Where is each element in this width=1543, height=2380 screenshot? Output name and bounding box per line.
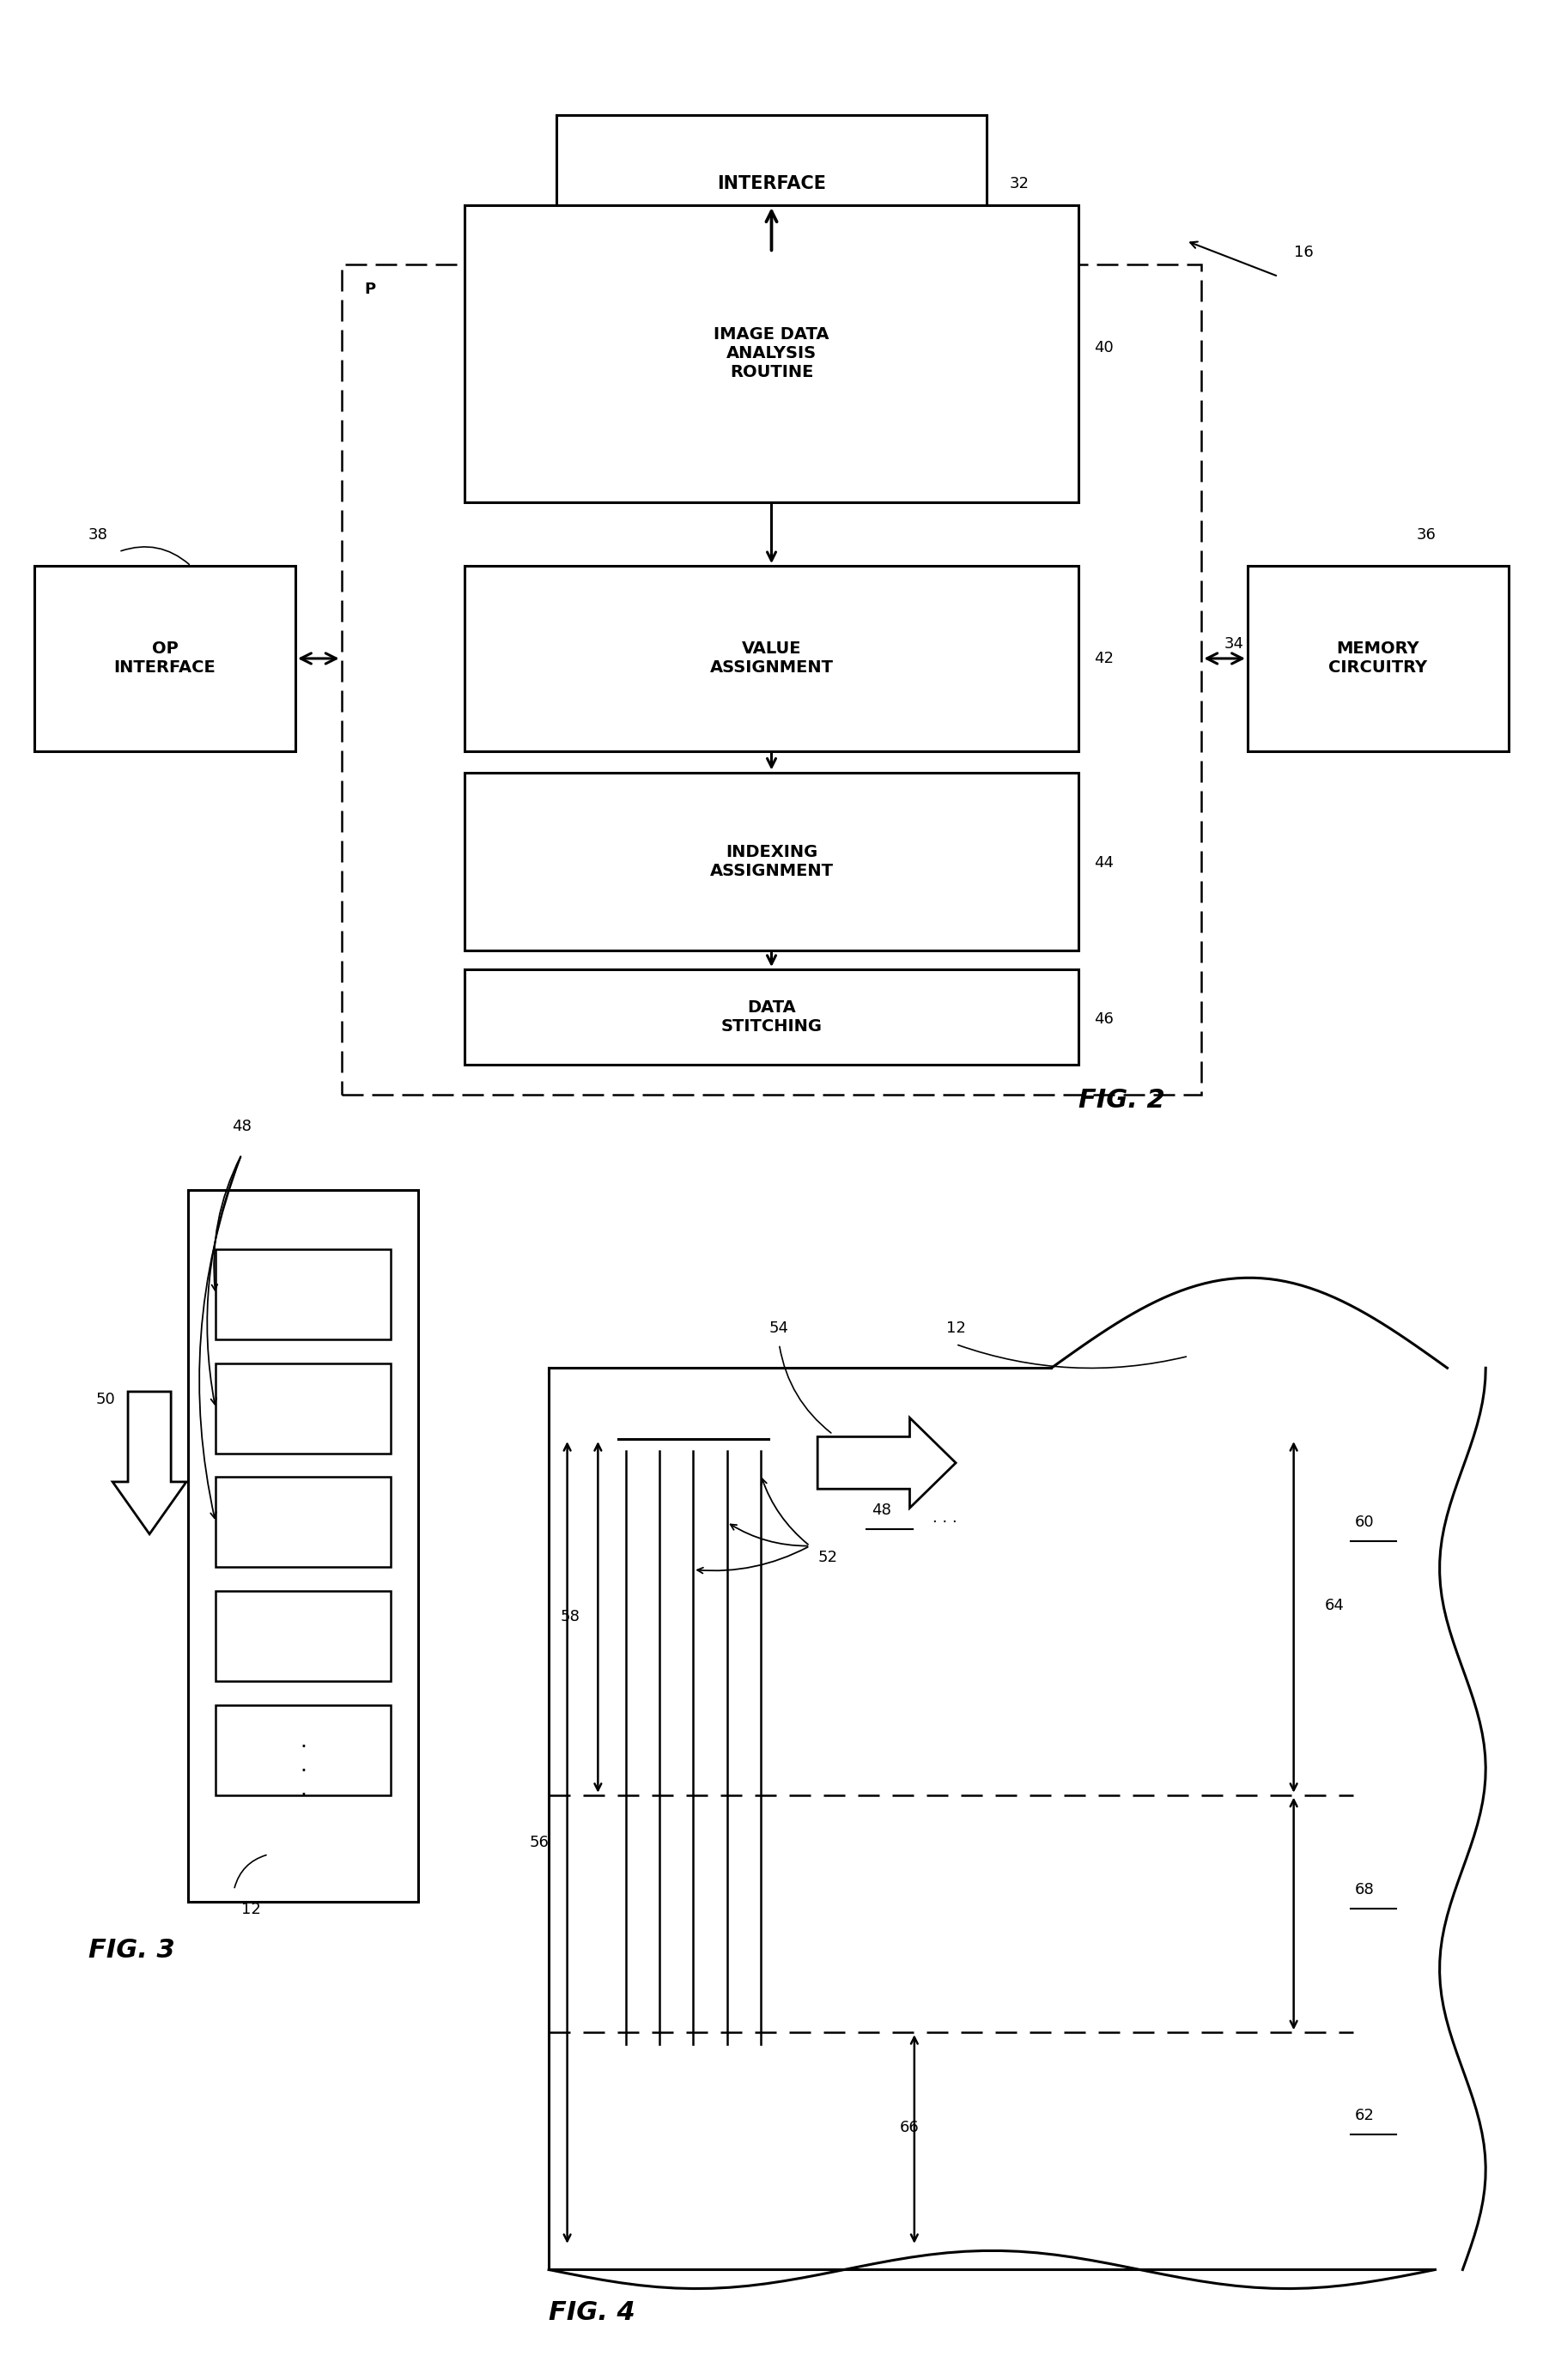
- Bar: [216, 1364, 390, 1454]
- Text: INDEXING
ASSIGNMENT: INDEXING ASSIGNMENT: [710, 845, 833, 878]
- Bar: [216, 1250, 390, 1340]
- Text: 56: 56: [529, 1835, 549, 1849]
- Text: 42: 42: [1094, 650, 1114, 666]
- Text: 48: 48: [872, 1502, 890, 1518]
- Bar: [216, 1478, 390, 1568]
- Bar: [557, 114, 986, 252]
- Bar: [464, 774, 1079, 950]
- Text: 38: 38: [88, 528, 108, 543]
- Bar: [464, 566, 1079, 752]
- Bar: [464, 969, 1079, 1064]
- Text: OP
INTERFACE: OP INTERFACE: [114, 640, 216, 676]
- Text: 62: 62: [1355, 2109, 1375, 2123]
- Bar: [341, 264, 1202, 1095]
- Text: 46: 46: [1094, 1011, 1114, 1026]
- Text: 48: 48: [231, 1119, 252, 1135]
- Text: VALUE
ASSIGNMENT: VALUE ASSIGNMENT: [710, 640, 833, 676]
- Bar: [1248, 566, 1509, 752]
- Text: 12: 12: [946, 1321, 966, 1335]
- Text: 64: 64: [1324, 1597, 1344, 1614]
- Text: 44: 44: [1094, 854, 1114, 871]
- Bar: [188, 1190, 418, 1902]
- Text: 50: 50: [96, 1392, 116, 1407]
- Text: 60: 60: [1355, 1514, 1375, 1530]
- Text: 36: 36: [1416, 528, 1437, 543]
- Text: 32: 32: [1009, 176, 1029, 193]
- Text: 34: 34: [1225, 635, 1244, 652]
- Text: INTERFACE: INTERFACE: [717, 176, 826, 193]
- Text: 40: 40: [1094, 340, 1114, 355]
- Text: 52: 52: [818, 1549, 838, 1566]
- Text: MEMORY
CIRCUITRY: MEMORY CIRCUITRY: [1329, 640, 1427, 676]
- Text: FIG. 2: FIG. 2: [1079, 1088, 1165, 1114]
- Text: · · ·: · · ·: [934, 1514, 958, 1530]
- Bar: [216, 1590, 390, 1680]
- Bar: [34, 566, 295, 752]
- Text: ·
·
·: · · ·: [299, 1737, 307, 1806]
- Text: 68: 68: [1355, 1883, 1375, 1897]
- Text: P: P: [364, 281, 376, 298]
- Text: 54: 54: [770, 1321, 788, 1335]
- Text: 16: 16: [1293, 245, 1313, 259]
- Text: DATA
STITCHING: DATA STITCHING: [721, 1000, 822, 1035]
- Text: FIG. 4: FIG. 4: [549, 2301, 636, 2325]
- Text: 12: 12: [242, 1902, 261, 1918]
- Text: FIG. 3: FIG. 3: [88, 1937, 174, 1964]
- FancyArrow shape: [113, 1392, 187, 1535]
- Text: 66: 66: [900, 2121, 920, 2135]
- Bar: [464, 205, 1079, 502]
- FancyArrow shape: [818, 1418, 955, 1509]
- Text: 58: 58: [560, 1609, 580, 1626]
- Text: IMAGE DATA
ANALYSIS
ROUTINE: IMAGE DATA ANALYSIS ROUTINE: [714, 326, 829, 381]
- Bar: [216, 1704, 390, 1795]
